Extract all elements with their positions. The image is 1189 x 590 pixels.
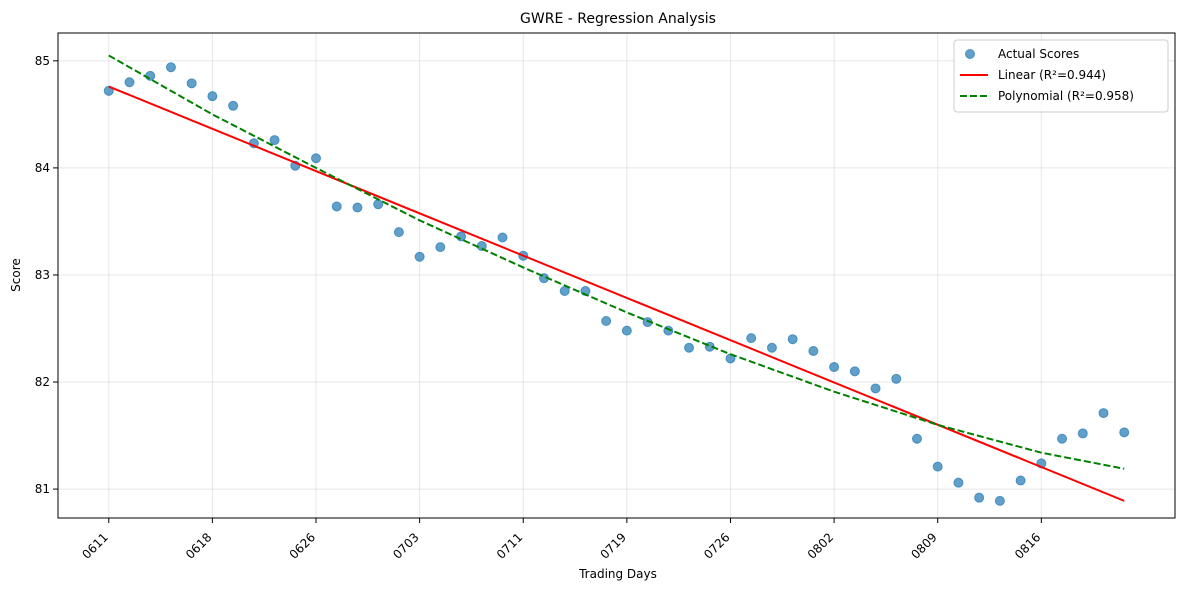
- x-axis: 0611 0618 0626 0703 0711 0719 0726 0802 0809 0816: [79, 518, 1043, 562]
- x-tick-label: 0816: [1012, 530, 1043, 561]
- data-point: [165, 62, 176, 73]
- data-point: [435, 242, 446, 253]
- data-point: [186, 78, 197, 89]
- data-point: [1119, 427, 1130, 438]
- data-point: [1077, 428, 1088, 439]
- x-tick-label: 0809: [908, 530, 939, 561]
- data-point: [228, 100, 239, 111]
- x-tick-label: 0618: [183, 530, 214, 561]
- x-tick-label: 0626: [287, 530, 318, 561]
- chart-title: GWRE - Regression Analysis: [520, 11, 716, 27]
- x-axis-label: Trading Days: [578, 567, 657, 581]
- legend-label: Polynomial (R²=0.958): [998, 89, 1134, 103]
- series-layer: [103, 54, 1130, 506]
- linear-fit-line: [108, 85, 1125, 502]
- polynomial-fit-line: [108, 54, 1125, 470]
- data-point: [103, 85, 114, 96]
- y-tick-label: 85: [35, 54, 50, 68]
- data-point: [331, 201, 342, 212]
- data-point: [207, 91, 218, 102]
- data-point: [124, 77, 135, 88]
- x-tick-label: 0802: [805, 530, 836, 561]
- data-point: [373, 199, 384, 210]
- data-point: [891, 373, 902, 384]
- data-point: [1098, 408, 1109, 419]
- data-point: [1015, 475, 1026, 486]
- data-point: [808, 345, 819, 356]
- data-point: [746, 333, 757, 344]
- x-tick-label: 0719: [597, 530, 628, 561]
- x-tick-label: 0611: [79, 530, 110, 561]
- plot-frame: [57, 32, 1176, 519]
- data-point: [787, 334, 798, 345]
- x-tick-label: 0711: [494, 530, 525, 561]
- y-tick-label: 81: [35, 482, 50, 496]
- data-point: [311, 153, 322, 164]
- data-point: [849, 366, 860, 377]
- y-tick-label: 82: [35, 375, 50, 389]
- data-point: [911, 433, 922, 444]
- data-point: [974, 492, 985, 503]
- legend-label: Actual Scores: [998, 47, 1079, 61]
- data-point: [932, 461, 943, 472]
- data-point: [621, 325, 632, 336]
- x-tick-label: 0703: [390, 530, 421, 561]
- data-point: [601, 316, 612, 327]
- data-point: [684, 342, 695, 353]
- y-axis: 81 82 83 84 85: [35, 54, 58, 496]
- y-axis-label: Score: [9, 258, 23, 292]
- data-point: [829, 362, 840, 373]
- grid: [58, 33, 1175, 518]
- legend-label: Linear (R²=0.944): [998, 68, 1106, 82]
- data-point: [994, 495, 1005, 506]
- legend: Actual Scores Linear (R²=0.944) Polynomial…: [953, 39, 1169, 113]
- data-point: [870, 383, 881, 394]
- y-tick-label: 83: [35, 268, 50, 282]
- data-point: [145, 70, 156, 81]
- legend-marker: [965, 49, 975, 59]
- y-tick-label: 84: [35, 161, 50, 175]
- data-point: [953, 477, 964, 488]
- data-point: [766, 342, 777, 353]
- data-point: [414, 251, 425, 262]
- data-point: [269, 135, 280, 146]
- legend-box: [953, 39, 1169, 113]
- data-point: [352, 202, 363, 213]
- x-tick-label: 0726: [701, 530, 732, 561]
- data-point: [393, 227, 404, 238]
- data-point: [497, 232, 508, 243]
- data-point: [1057, 433, 1068, 444]
